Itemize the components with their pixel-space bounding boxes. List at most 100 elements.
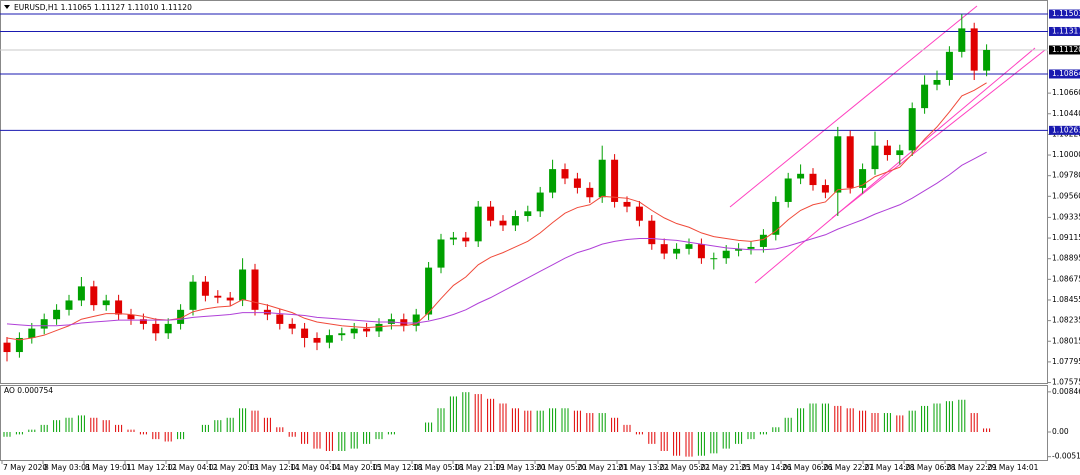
candle-body — [970, 28, 978, 71]
moving-average — [6, 151, 987, 327]
candle-body — [127, 314, 135, 320]
x-tick-label: 22 May 05:01 — [659, 463, 711, 472]
candle-body — [573, 178, 581, 188]
candle-body — [524, 211, 532, 217]
candle-body — [735, 248, 743, 251]
candle-body — [536, 192, 544, 212]
x-tick-label: 26 May 22:01 — [823, 463, 875, 472]
x-tick-label: 11 May 12:01 — [126, 463, 178, 472]
y-tick-label: 1.08015 — [1052, 336, 1080, 345]
trend-line — [754, 47, 1036, 284]
candle-body — [474, 206, 482, 242]
candle-body — [226, 297, 234, 301]
x-tick-label: 21 May 13:01 — [618, 463, 670, 472]
x-tick-label: 26 May 06:01 — [782, 463, 834, 472]
y-tick-label: 0.00 — [1052, 427, 1069, 436]
candle-body — [896, 150, 904, 156]
candle-body — [350, 328, 358, 334]
x-tick-label: 7 May 2020 — [3, 463, 47, 472]
x-tick-label: 25 May 14:01 — [741, 463, 793, 472]
x-tick-label: 18 May 21:01 — [454, 463, 506, 472]
candle-body — [201, 281, 209, 296]
candle-body — [115, 300, 123, 315]
candle-body — [90, 286, 98, 306]
candle-body — [648, 220, 656, 245]
price-level-label: 1.11120 — [1052, 45, 1080, 54]
candle-body — [28, 328, 36, 338]
candle-body — [412, 314, 420, 326]
candle-body — [673, 248, 681, 254]
ao-panel — [0, 385, 1048, 461]
y-tick-label: 1.08675 — [1052, 274, 1080, 283]
candle-body — [53, 309, 61, 320]
y-tick-label: 1.08895 — [1052, 254, 1080, 263]
x-tick-label: 29 May 14:01 — [987, 463, 1039, 472]
candle-body — [784, 178, 792, 202]
candle-body — [611, 159, 619, 202]
y-tick-label: -0.005198 — [1052, 452, 1080, 461]
candle-body — [77, 286, 85, 301]
candle-body — [549, 169, 557, 193]
candle-body — [313, 337, 321, 343]
candle-body — [15, 337, 23, 353]
candle-body — [449, 237, 457, 240]
candle-body — [214, 295, 222, 298]
candle-body — [883, 145, 891, 156]
candle-body — [363, 328, 371, 332]
candle-body — [3, 342, 11, 353]
x-tick-label: 27 May 14:01 — [864, 463, 916, 472]
candle-body — [65, 300, 73, 310]
trend-line — [831, 49, 1046, 219]
candle-body — [697, 244, 705, 259]
price-level-box — [1049, 9, 1080, 19]
candle-body — [945, 51, 953, 80]
candle-body — [561, 169, 569, 179]
candle-body — [338, 333, 346, 336]
y-tick-label: 1.08235 — [1052, 316, 1080, 325]
price-level-box — [1049, 69, 1080, 79]
price-level-box — [1049, 125, 1080, 135]
candle-body — [40, 319, 48, 329]
candle-body — [747, 246, 755, 249]
ao-title: AO 0.000754 — [4, 386, 53, 395]
candle-body — [635, 206, 643, 221]
chart-header: EURUSD,H1 1.11065 1.11127 1.11010 1.1112… — [14, 3, 192, 12]
candle-body — [809, 173, 817, 186]
candle-body — [462, 237, 470, 242]
x-tick-label: 28 May 22:01 — [946, 463, 998, 472]
x-tick-label: 19 May 13:01 — [495, 463, 547, 472]
candle-body — [437, 239, 445, 268]
x-tick-label: 13 May 12:01 — [249, 463, 301, 472]
y-tick-label: 1.10660 — [1052, 88, 1080, 97]
x-tick-label: 12 May 20:01 — [208, 463, 260, 472]
candle-body — [660, 244, 668, 254]
candle-body — [834, 136, 842, 193]
price-level-box — [1049, 45, 1080, 55]
menu-icon[interactable] — [4, 5, 10, 9]
x-tick-label: 8 May 19:01 — [85, 463, 132, 472]
candle-body — [846, 136, 854, 188]
candle-body — [102, 300, 110, 306]
candle-body — [288, 323, 296, 329]
candle-body — [276, 314, 284, 324]
candle-body — [139, 319, 147, 324]
candle-body — [685, 244, 693, 249]
y-tick-label: 1.08455 — [1052, 295, 1080, 304]
x-tick-label: 12 May 04:01 — [167, 463, 219, 472]
candle-body — [189, 281, 197, 310]
candle-body — [301, 328, 309, 338]
y-tick-label: 1.10000 — [1052, 150, 1080, 159]
candle-body — [499, 220, 507, 226]
candle-body — [325, 335, 333, 343]
candle-body — [722, 250, 730, 259]
price-level-box — [1049, 26, 1080, 36]
candle-body — [586, 187, 594, 198]
candle-body — [425, 267, 433, 315]
candle-body — [821, 185, 829, 193]
x-tick-label: 20 May 21:01 — [577, 463, 629, 472]
y-tick-label: 1.10440 — [1052, 109, 1080, 118]
x-tick-label: 14 May 20:01 — [331, 463, 383, 472]
candle-body — [958, 28, 966, 52]
